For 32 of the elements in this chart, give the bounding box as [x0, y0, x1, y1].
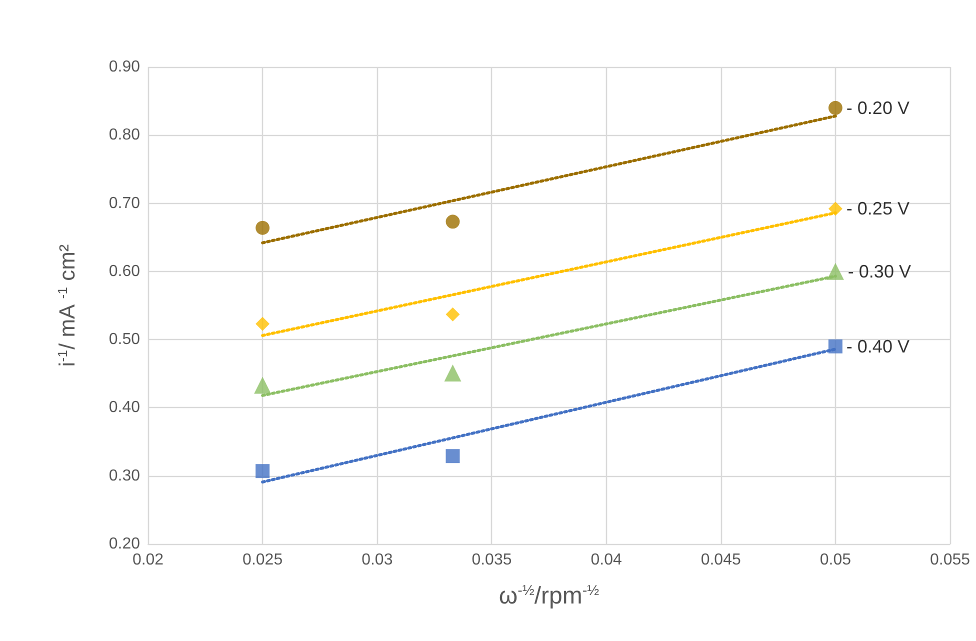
point	[256, 316, 270, 331]
y-tick-label: 0.70	[108, 194, 140, 212]
point	[828, 202, 842, 216]
series-label: - 0.40 V	[846, 336, 910, 356]
point	[828, 339, 842, 354]
y-axis-title: i-1/ mA -1 cm²	[54, 244, 80, 367]
x-tick-label: 0.025	[242, 552, 283, 568]
point	[446, 214, 460, 229]
point	[254, 376, 272, 394]
y-tick-label: 0.90	[108, 58, 140, 76]
point	[256, 464, 270, 478]
x-tick-label: 0.055	[930, 552, 970, 568]
x-tick-label: 0.03	[362, 552, 393, 568]
x-tick-label: 0.045	[700, 552, 741, 568]
y-tick-label: 0.80	[108, 126, 140, 144]
point	[444, 364, 462, 382]
y-tick-label: 0.60	[108, 262, 140, 280]
point	[446, 449, 460, 464]
series-label: - 0.20 V	[846, 98, 910, 118]
x-tick-label: 0.04	[590, 552, 622, 568]
y-tick-label: 0.40	[108, 399, 140, 416]
point	[828, 100, 842, 115]
y-tick-label: 0.20	[108, 536, 140, 552]
y-tick-label: 0.50	[108, 331, 140, 348]
point	[446, 307, 460, 322]
series-label: - 0.30 V	[848, 261, 911, 282]
x-tick-label: 0.05	[820, 552, 852, 568]
point	[256, 220, 270, 235]
x-tick-label: 0.02	[132, 552, 164, 568]
y-tick-label: 0.30	[108, 467, 140, 484]
x-tick-label: 0.035	[472, 552, 512, 568]
series-label: - 0.25 V	[846, 198, 910, 219]
